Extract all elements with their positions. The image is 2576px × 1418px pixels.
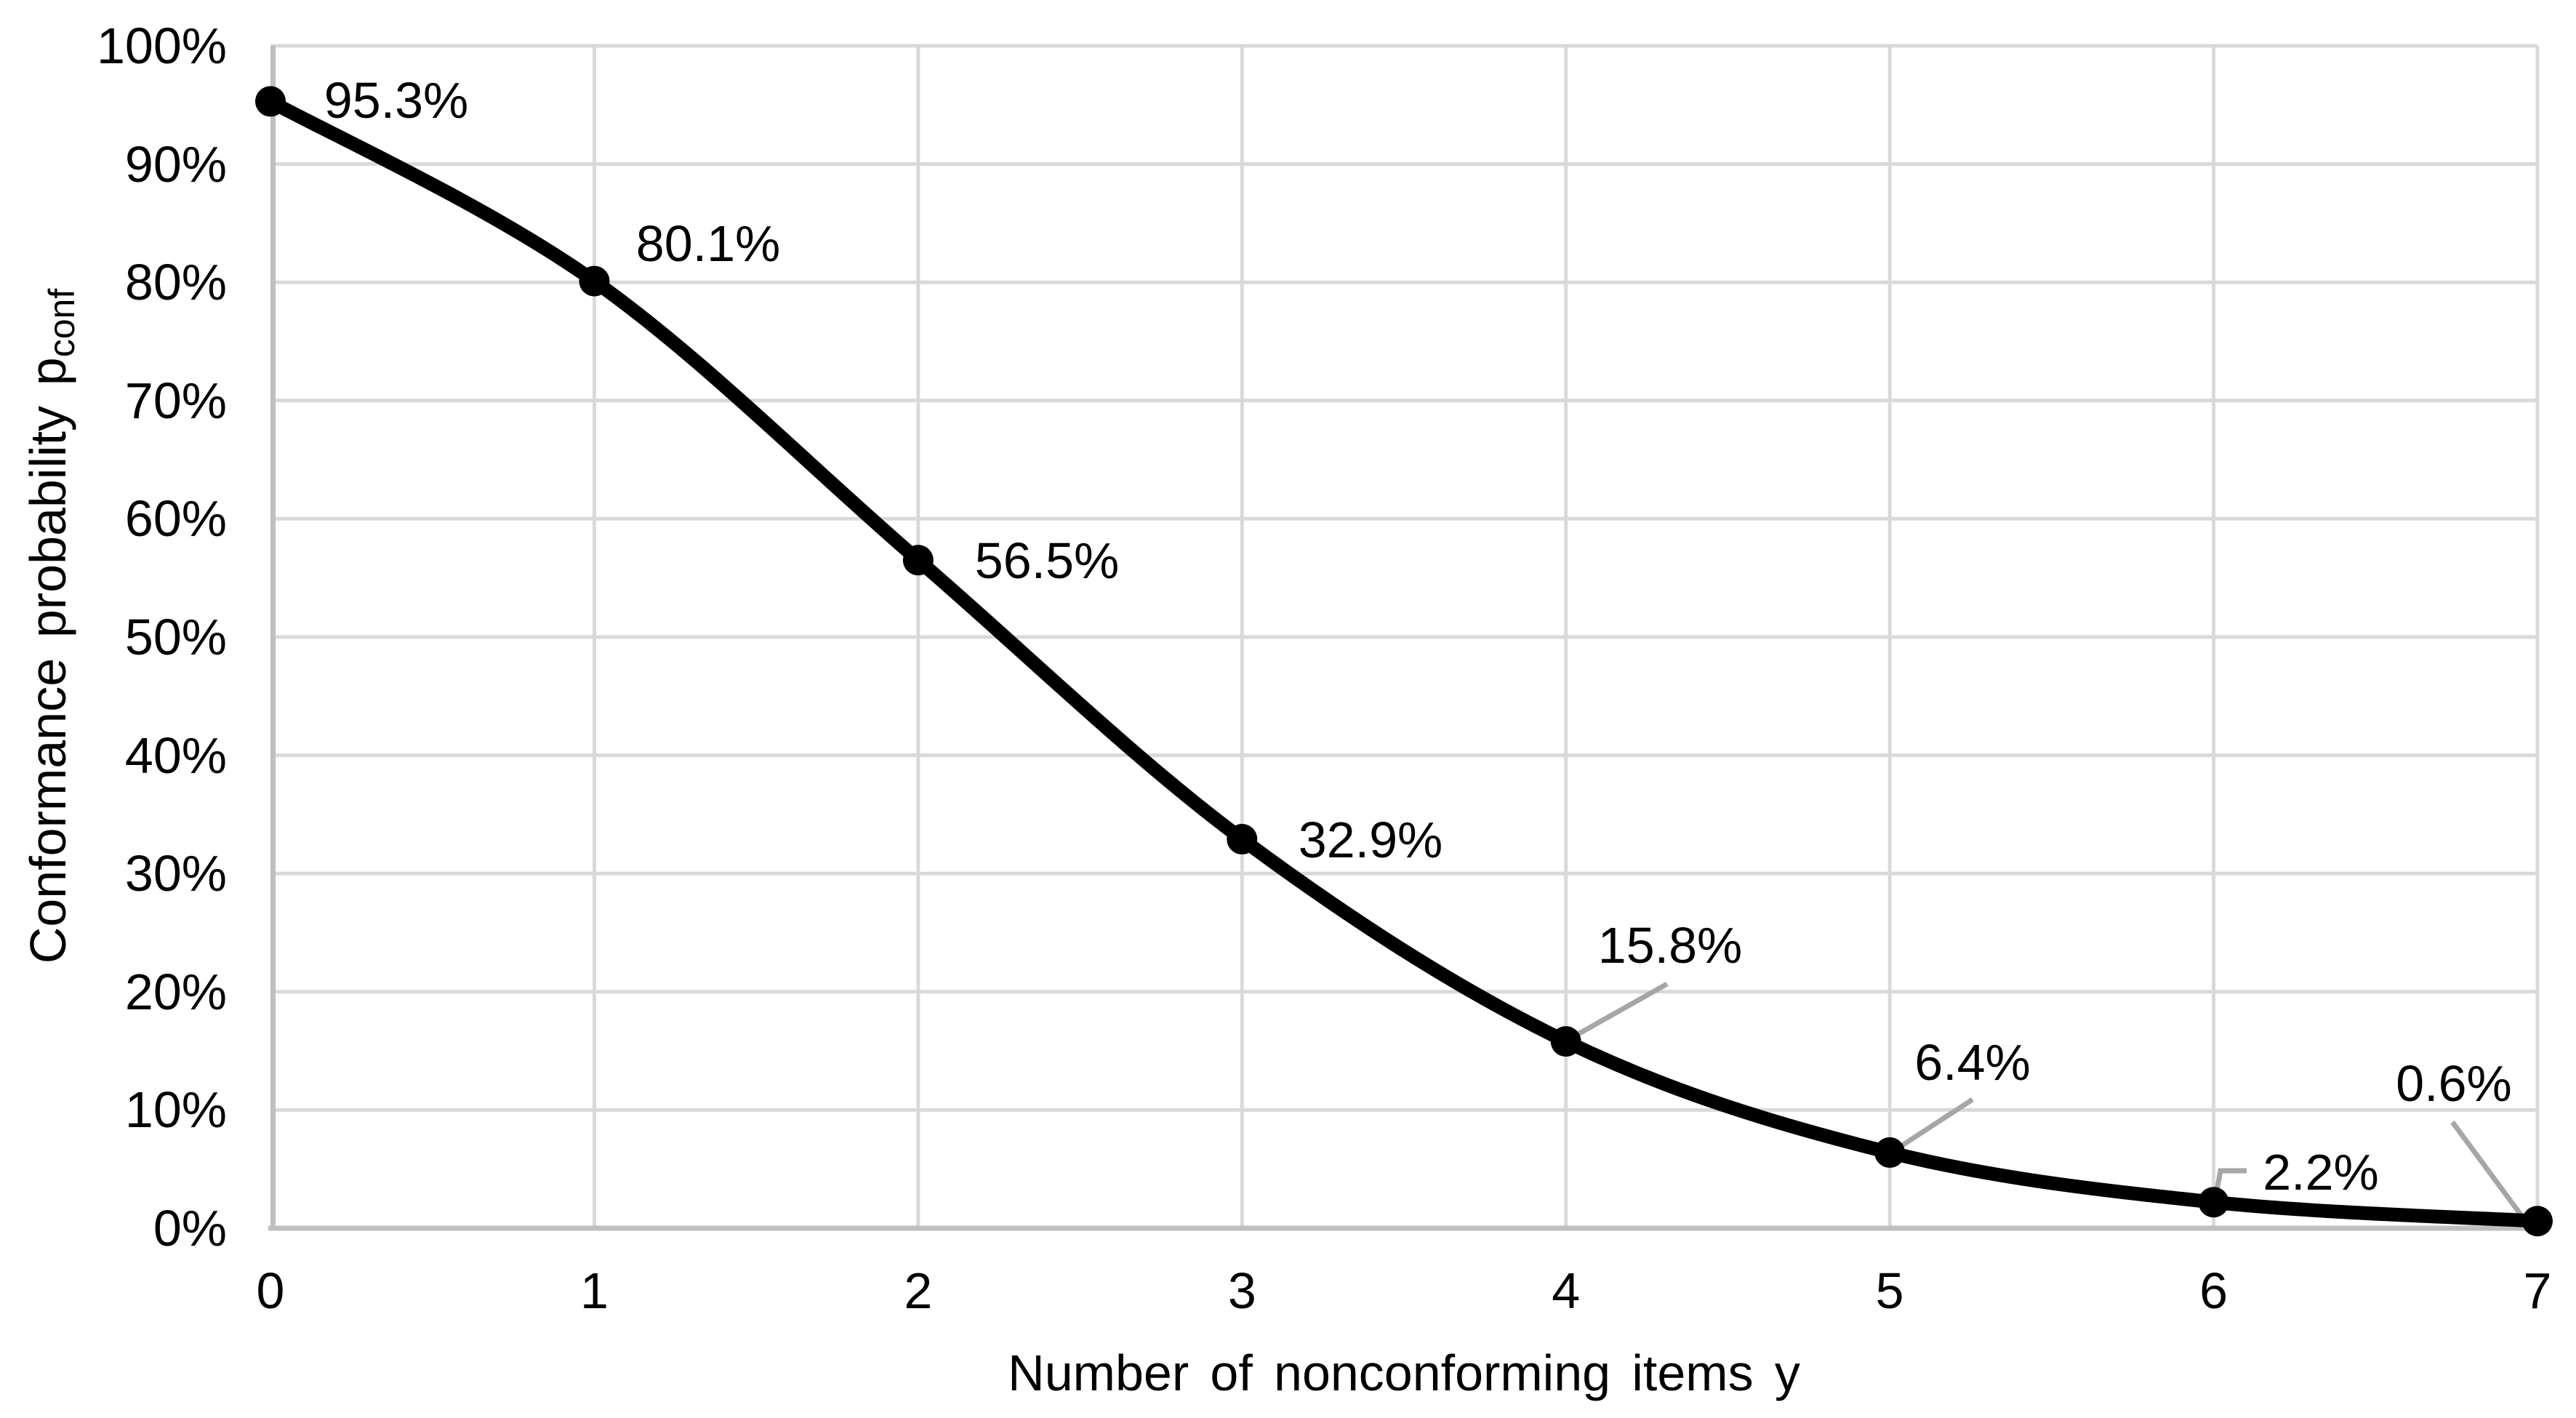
x-tick-label: 3 [1227,1262,1256,1319]
x-tick-label: 2 [904,1262,933,1319]
data-point-label: 32.9% [1298,812,1443,868]
y-tick-label: 60% [124,490,227,548]
data-point-marker [1550,1026,1581,1057]
x-tick-label: 4 [1552,1262,1581,1319]
x-axis-title: Number of nonconforming items y [1008,1345,1800,1401]
data-point-marker [255,86,286,117]
y-tick-label: 0% [153,1200,227,1257]
data-point-label: 2.2% [2263,1144,2379,1201]
y-tick-label: 80% [124,254,227,311]
x-tick-label: 1 [579,1262,609,1319]
y-tick-label: 40% [124,726,227,784]
data-point-marker [2198,1187,2229,1218]
data-point-label: 15.8% [1597,917,1743,974]
series-line [263,94,2545,1228]
data-label-leader-line [1892,1097,1974,1153]
y-tick-label: 20% [124,963,227,1020]
plot-canvas [255,44,2553,1237]
x-tick-label: 5 [1875,1262,1904,1319]
plot-area [255,44,2553,1237]
y-tick-label: 50% [124,609,227,665]
y-tick-label: 30% [124,845,227,902]
data-point-marker [1227,824,1258,855]
x-tick-label: 6 [2199,1262,2228,1319]
data-point-label: 56.5% [974,532,1120,589]
data-point-marker [902,545,934,576]
data-point-marker [579,265,610,297]
y-tick-label: 70% [124,372,227,429]
data-point-marker [2522,1206,2553,1237]
data-point-label: 6.4% [1914,1034,2031,1091]
y-tick-label: 90% [124,135,227,193]
x-tick-label: 0 [256,1262,285,1319]
data-label-leader-line [1569,981,1669,1041]
data-point-marker [1874,1137,1906,1168]
data-point-label: 0.6% [2396,1055,2512,1112]
y-tick-label: 100% [96,17,227,74]
data-point-label: 80.1% [635,215,781,272]
y-tick-label: 10% [124,1081,227,1139]
data-point-label: 95.3% [324,72,469,129]
data-label-leader-line [2450,1120,2524,1219]
x-tick-label: 7 [2523,1262,2552,1319]
